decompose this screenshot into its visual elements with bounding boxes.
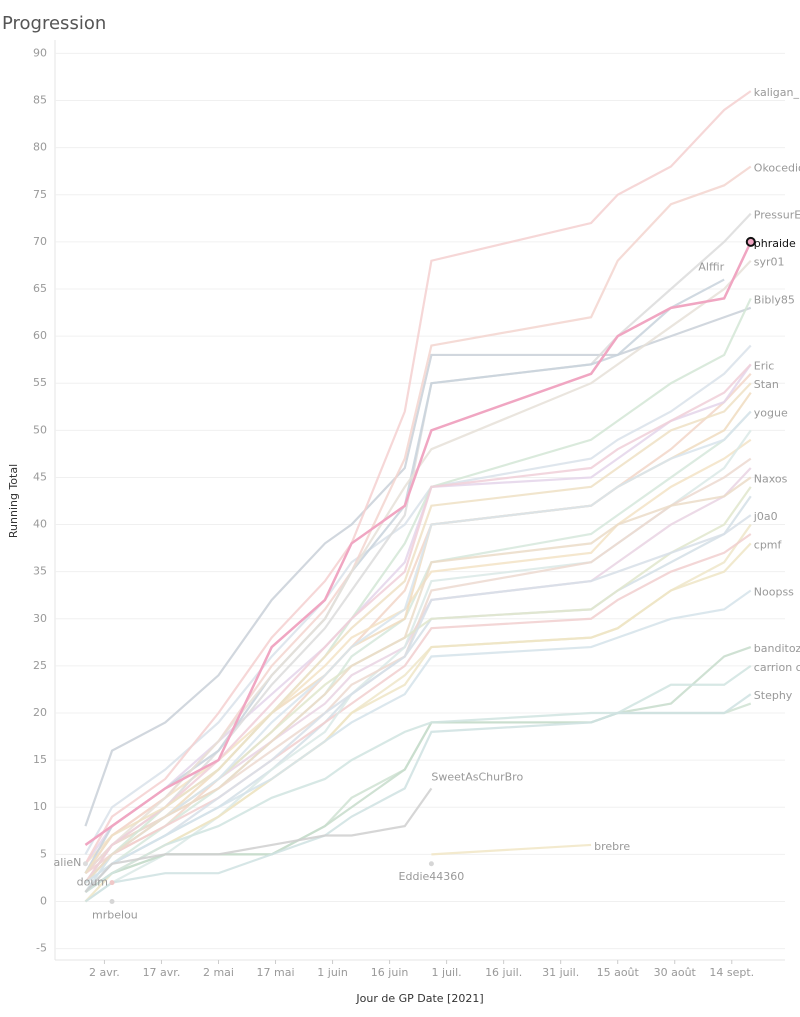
x-tick-label: 17 mai xyxy=(257,966,295,979)
series-line xyxy=(84,259,752,884)
series-label: cpmf xyxy=(754,538,783,551)
series-line xyxy=(84,476,752,884)
y-tick-label: 55 xyxy=(33,376,47,389)
chart-title: Progression xyxy=(2,13,106,34)
series-line xyxy=(84,344,752,855)
series-label: kaligan_ xyxy=(754,86,800,99)
series-label: carrion crow xyxy=(754,661,800,674)
y-tick-label: 5 xyxy=(40,847,47,860)
y-tick-label: 80 xyxy=(33,141,47,154)
series-label: Eric xyxy=(754,359,775,372)
y-tick-label: 10 xyxy=(33,800,47,813)
series-label: j0a0 xyxy=(753,510,778,523)
x-tick-label: 16 juil. xyxy=(485,966,522,979)
x-tick-label: 30 août xyxy=(654,966,697,979)
series-line xyxy=(84,90,752,865)
y-tick-label: 20 xyxy=(33,706,47,719)
y-tick-label: 45 xyxy=(33,470,47,483)
x-tick-label: 2 mai xyxy=(203,966,234,979)
series-label: brebre xyxy=(594,840,630,853)
series-line xyxy=(84,589,752,884)
x-tick-label: 15 août xyxy=(597,966,640,979)
y-tick-label: 0 xyxy=(40,894,47,907)
series-line xyxy=(84,373,752,884)
series-line xyxy=(84,306,752,827)
y-tick-label: 50 xyxy=(33,423,47,436)
series-point xyxy=(428,861,434,867)
y-tick-label: 70 xyxy=(33,235,47,248)
y-tick-label: 60 xyxy=(33,329,47,342)
series-label: Naxos xyxy=(754,472,788,485)
series-line xyxy=(84,212,752,884)
series-line xyxy=(84,363,752,865)
series-line xyxy=(84,278,725,874)
series-line xyxy=(84,787,433,893)
series-point xyxy=(82,861,88,867)
y-tick-label: 90 xyxy=(33,46,47,59)
highlight-point xyxy=(745,236,756,247)
series-label: doum xyxy=(77,876,108,889)
series-label: banditoz xyxy=(754,642,800,655)
series-point xyxy=(109,880,115,886)
y-tick-label: -5 xyxy=(36,942,47,955)
series-line xyxy=(84,664,752,893)
series-label: Stephy xyxy=(754,689,793,702)
series-line xyxy=(84,514,752,893)
series-line xyxy=(84,533,752,875)
x-tick-label: 1 juin xyxy=(317,966,348,979)
series-line xyxy=(84,693,752,903)
series-label: mrbelou xyxy=(92,908,138,921)
x-tick-label: 31 juil. xyxy=(542,966,579,979)
series-label: SweetAsChurBro xyxy=(431,770,523,783)
y-tick-label: 75 xyxy=(33,188,47,201)
series-label: PressurE xyxy=(754,209,800,222)
series-line xyxy=(84,410,752,893)
y-axis-label: Running Total xyxy=(7,464,20,538)
y-tick-label: 15 xyxy=(33,753,47,766)
series-point xyxy=(109,898,115,904)
series-label: yogue xyxy=(754,406,788,419)
series-label: phraide xyxy=(754,237,796,250)
series-label: Alffir xyxy=(698,261,724,274)
x-tick-label: 2 avr. xyxy=(89,966,120,979)
y-tick-label: 25 xyxy=(33,659,47,672)
x-tick-label: 14 sept. xyxy=(709,966,754,979)
y-tick-label: 40 xyxy=(33,518,47,531)
series-line xyxy=(84,363,752,884)
x-tick-label: 17 avr. xyxy=(143,966,181,979)
series-line xyxy=(84,241,752,846)
x-tick-label: 1 juil. xyxy=(432,966,462,979)
y-tick-label: 35 xyxy=(33,565,47,578)
series-label: syr01 xyxy=(754,256,785,269)
series-label: Bibly85 xyxy=(754,293,795,306)
series-label: alieN xyxy=(54,856,82,869)
series-line xyxy=(84,410,752,893)
y-tick-label: 30 xyxy=(33,612,47,625)
series-label: Eddie44360 xyxy=(399,870,465,883)
y-tick-label: 65 xyxy=(33,282,47,295)
series-line xyxy=(431,843,592,856)
series-label: Okocedion xyxy=(754,161,800,174)
series-line xyxy=(84,438,752,865)
x-axis-label: Jour de GP Date [2021] xyxy=(355,992,483,1005)
series-label: Stan xyxy=(754,378,779,391)
y-tick-label: 85 xyxy=(33,94,47,107)
series-label: Noopss xyxy=(754,586,794,599)
series-line xyxy=(84,382,752,874)
series-line xyxy=(84,542,752,903)
x-tick-label: 16 juin xyxy=(371,966,409,979)
